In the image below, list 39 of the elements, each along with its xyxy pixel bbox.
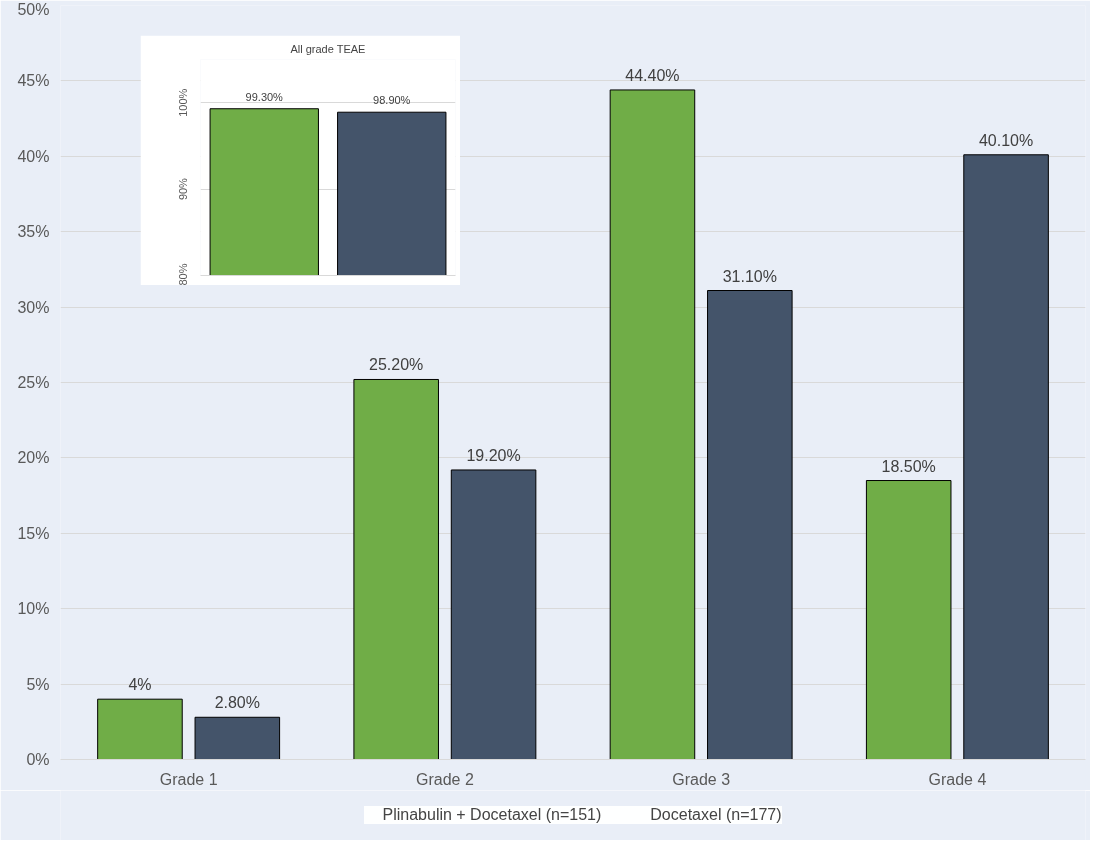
data-label: 18.50% — [881, 457, 936, 475]
data-label: 40.10% — [978, 131, 1034, 149]
data-label: 19.20% — [466, 446, 521, 464]
chart-title: All grade TEAE — [290, 42, 366, 55]
x-tick-label: Grade 4 — [928, 770, 987, 788]
data-label: 98.90% — [373, 94, 411, 107]
y-tick-label: 0% — [26, 751, 50, 768]
bar — [707, 290, 793, 760]
data-label: 25.20% — [369, 356, 424, 374]
y-tick-label: 100% — [177, 88, 190, 117]
bar — [97, 698, 183, 760]
data-label: 2.80% — [214, 694, 260, 712]
x-tick-label: Grade 3 — [672, 770, 731, 788]
bar — [609, 89, 696, 760]
y-tick-label: 20% — [17, 449, 50, 467]
y-tick-label: 10% — [17, 600, 50, 618]
y-tick-label: 15% — [17, 524, 50, 542]
bar — [450, 469, 537, 760]
y-tick-label: 45% — [17, 72, 50, 90]
x-tick-label: Grade 1 — [159, 770, 218, 788]
bar — [194, 716, 281, 760]
y-tick-label: 80% — [177, 263, 190, 286]
bar — [865, 480, 952, 760]
y-tick-label: 35% — [17, 223, 50, 241]
text: Docetaxel (n=177) — [650, 806, 782, 824]
y-tick-label: 50% — [17, 0, 50, 18]
data-label: 31.10% — [722, 267, 777, 285]
bar — [963, 154, 1049, 760]
x-tick-label: Grade 2 — [415, 770, 474, 788]
y-tick-label: 40% — [17, 147, 50, 165]
y-tick-label: 25% — [17, 374, 50, 391]
data-label: 4% — [128, 676, 152, 694]
data-label: 44.40% — [625, 66, 680, 84]
y-tick-label: 90% — [177, 177, 190, 201]
data-label: 99.30% — [245, 90, 284, 103]
bar — [353, 378, 439, 760]
y-tick-label: 5% — [26, 675, 50, 693]
y-tick-label: 30% — [17, 298, 50, 316]
text: Plinabulin + Docetaxel (n=151) — [382, 806, 602, 824]
